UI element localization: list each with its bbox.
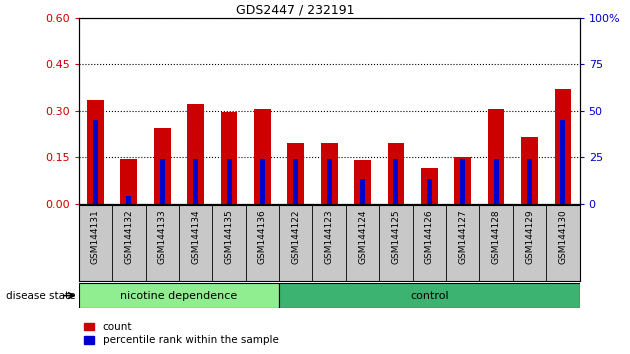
Bar bbox=[294, 159, 298, 204]
Bar bbox=[227, 159, 231, 204]
Text: GSM144122: GSM144122 bbox=[291, 209, 301, 264]
Bar bbox=[427, 179, 432, 204]
Text: GSM144136: GSM144136 bbox=[258, 209, 267, 264]
Bar bbox=[193, 159, 198, 204]
Text: GSM144129: GSM144129 bbox=[525, 209, 534, 264]
Text: GSM144125: GSM144125 bbox=[391, 209, 401, 264]
Text: control: control bbox=[410, 291, 449, 301]
Bar bbox=[521, 137, 538, 204]
Text: nicotine dependence: nicotine dependence bbox=[120, 291, 238, 301]
Bar bbox=[321, 143, 338, 204]
Bar bbox=[187, 104, 204, 204]
Text: disease state: disease state bbox=[6, 291, 76, 301]
Bar bbox=[120, 159, 137, 204]
Bar bbox=[287, 143, 304, 204]
Bar bbox=[254, 109, 271, 204]
Bar bbox=[387, 143, 404, 204]
Bar bbox=[279, 283, 580, 308]
Text: GSM144126: GSM144126 bbox=[425, 209, 434, 264]
Bar bbox=[554, 89, 571, 204]
Bar bbox=[127, 196, 131, 204]
Bar bbox=[454, 157, 471, 204]
Bar bbox=[220, 112, 238, 204]
Text: GSM144135: GSM144135 bbox=[224, 209, 234, 264]
Bar bbox=[394, 159, 398, 204]
Bar bbox=[461, 159, 465, 204]
Bar bbox=[354, 160, 371, 204]
Text: GSM144130: GSM144130 bbox=[558, 209, 568, 264]
Bar bbox=[160, 159, 164, 204]
Bar bbox=[87, 100, 104, 204]
Bar bbox=[421, 168, 438, 204]
Bar bbox=[93, 120, 98, 204]
Bar bbox=[561, 120, 565, 204]
Bar bbox=[360, 179, 365, 204]
Legend: count, percentile rank within the sample: count, percentile rank within the sample bbox=[84, 322, 278, 345]
Bar bbox=[79, 283, 279, 308]
Text: GSM144133: GSM144133 bbox=[158, 209, 167, 264]
Text: GSM144132: GSM144132 bbox=[124, 209, 134, 264]
Bar bbox=[327, 159, 331, 204]
Bar bbox=[154, 128, 171, 204]
Bar bbox=[260, 159, 265, 204]
Bar bbox=[527, 159, 532, 204]
Text: GSM144127: GSM144127 bbox=[458, 209, 467, 264]
Text: GSM144134: GSM144134 bbox=[191, 209, 200, 264]
Bar bbox=[494, 159, 498, 204]
Text: GSM144123: GSM144123 bbox=[324, 209, 334, 264]
Text: GSM144128: GSM144128 bbox=[491, 209, 501, 264]
Text: GDS2447 / 232191: GDS2447 / 232191 bbox=[236, 4, 355, 17]
Bar bbox=[488, 109, 505, 204]
Text: GSM144124: GSM144124 bbox=[358, 209, 367, 264]
Text: GSM144131: GSM144131 bbox=[91, 209, 100, 264]
